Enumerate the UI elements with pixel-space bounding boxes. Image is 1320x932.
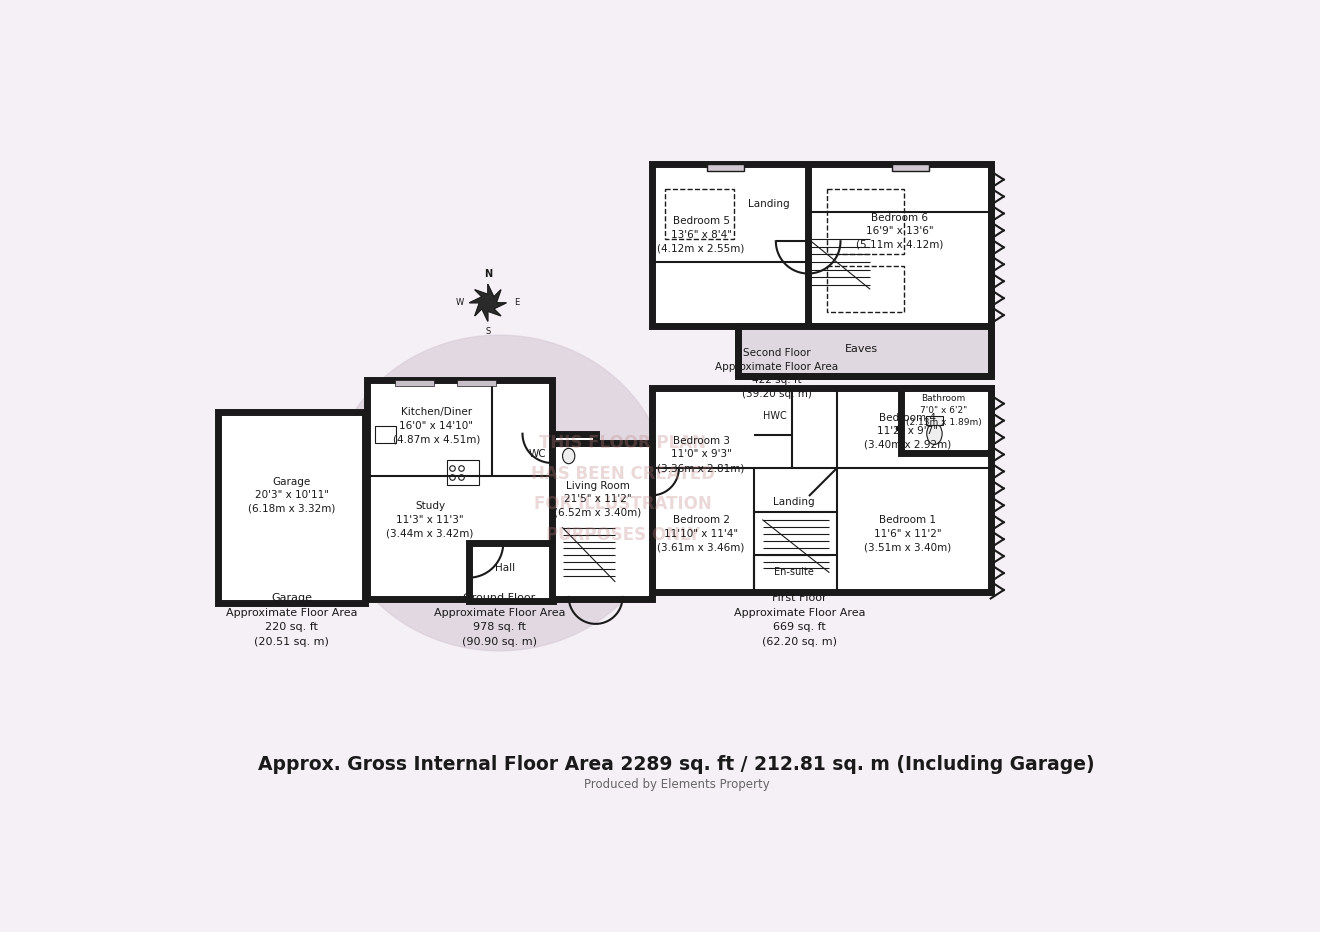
Text: HWC: HWC: [763, 411, 787, 421]
Text: Hall: Hall: [495, 564, 516, 573]
Text: Garage
Approximate Floor Area
220 sq. ft
(20.51 sq. m): Garage Approximate Floor Area 220 sq. ft…: [226, 593, 358, 647]
Text: Bathroom
7'0" x 6'2"
(2.13m x 1.89m): Bathroom 7'0" x 6'2" (2.13m x 1.89m): [906, 394, 982, 427]
Bar: [396, 380, 434, 386]
Ellipse shape: [562, 448, 576, 464]
Bar: [552, 433, 597, 478]
Bar: [902, 388, 990, 453]
Bar: [738, 326, 990, 376]
Text: Eaves: Eaves: [845, 344, 878, 354]
Bar: [469, 543, 553, 601]
Text: S: S: [486, 327, 491, 336]
Polygon shape: [470, 284, 507, 322]
Text: E: E: [513, 298, 519, 308]
Text: En-suite: En-suite: [774, 568, 813, 577]
Text: WC: WC: [529, 449, 546, 459]
Text: Kitchen/Diner
16'0" x 14'10"
(4.87m x 4.51m): Kitchen/Diner 16'0" x 14'10" (4.87m x 4.…: [392, 407, 480, 445]
Bar: [665, 189, 734, 239]
Text: Bedroom 6
16'9" x 13'6"
(5.11m x 4.12m): Bedroom 6 16'9" x 13'6" (5.11m x 4.12m): [857, 212, 944, 250]
Text: Bedroom 2
11'10" x 11'4"
(3.61m x 3.46m): Bedroom 2 11'10" x 11'4" (3.61m x 3.46m): [657, 515, 744, 553]
Bar: [447, 459, 479, 485]
Bar: [218, 412, 364, 603]
Text: Bedroom 5
13'6" x 8'4"
(4.12m x 2.55m): Bedroom 5 13'6" x 8'4" (4.12m x 2.55m): [657, 216, 744, 254]
Bar: [826, 266, 904, 312]
Bar: [659, 171, 808, 313]
Text: N: N: [484, 269, 492, 280]
Bar: [375, 426, 396, 443]
Text: Landing: Landing: [772, 498, 814, 507]
Ellipse shape: [330, 336, 669, 651]
Text: Produced by Elements Property: Produced by Elements Property: [583, 778, 770, 791]
Text: Ground Floor
Approximate Floor Area
978 sq. ft
(90.90 sq. m): Ground Floor Approximate Floor Area 978 …: [434, 593, 565, 647]
Text: Landing: Landing: [748, 199, 789, 210]
Text: Living Room
21'5" x 11'2"
(6.52m x 3.40m): Living Room 21'5" x 11'2" (6.52m x 3.40m…: [554, 481, 642, 518]
Bar: [652, 164, 990, 326]
Bar: [652, 388, 990, 592]
Text: W: W: [455, 298, 463, 308]
Bar: [826, 189, 904, 254]
Text: Approx. Gross Internal Floor Area 2289 sq. ft / 212.81 sq. m (Including Garage): Approx. Gross Internal Floor Area 2289 s…: [259, 755, 1094, 774]
Bar: [892, 164, 929, 171]
Text: Second Floor
Approximate Floor Area
422 sq. ft
(39.20 sq. m): Second Floor Approximate Floor Area 422 …: [715, 349, 838, 399]
Text: Garage
20'3" x 10'11"
(6.18m x 3.32m): Garage 20'3" x 10'11" (6.18m x 3.32m): [248, 476, 335, 514]
Text: Bedroom 3
11'0" x 9'3"
(3.36m x 2.81m): Bedroom 3 11'0" x 9'3" (3.36m x 2.81m): [657, 436, 744, 473]
Text: First Floor
Approximate Floor Area
669 sq. ft
(62.20 sq. m): First Floor Approximate Floor Area 669 s…: [734, 593, 866, 647]
Bar: [367, 380, 552, 599]
Ellipse shape: [927, 423, 942, 445]
Bar: [816, 171, 983, 313]
Bar: [927, 416, 942, 425]
Text: THIS FLOOR PLAN
HAS BEEN CREATED
FOR ILLUSTRATION
PURPOSES ONLY: THIS FLOOR PLAN HAS BEEN CREATED FOR ILL…: [531, 434, 714, 544]
Bar: [708, 164, 744, 171]
Text: Bedroom 4
11'2" x 9'7"
(3.40m x 2.92m): Bedroom 4 11'2" x 9'7" (3.40m x 2.92m): [863, 413, 952, 450]
Bar: [457, 380, 495, 386]
Text: Study
11'3" x 11'3"
(3.44m x 3.42m): Study 11'3" x 11'3" (3.44m x 3.42m): [387, 501, 474, 539]
Text: Bedroom 1
11'6" x 11'2"
(3.51m x 3.40m): Bedroom 1 11'6" x 11'2" (3.51m x 3.40m): [863, 515, 952, 553]
Bar: [552, 443, 652, 599]
